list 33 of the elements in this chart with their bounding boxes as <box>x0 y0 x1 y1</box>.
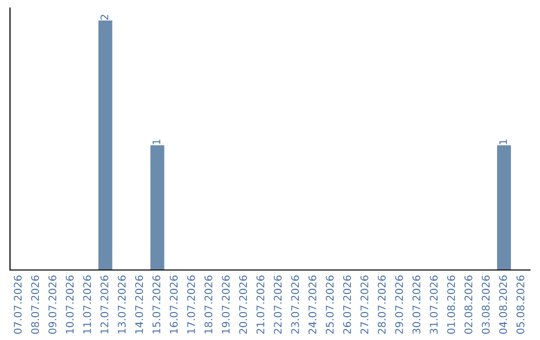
x-tick-label: 23.07.2026 <box>291 276 300 334</box>
x-tick-label: 21.07.2026 <box>256 276 264 334</box>
x-tick-label: 29.07.2026 <box>395 276 404 334</box>
x-tick-label: 13.07.2026 <box>118 276 126 334</box>
x-tick-label: 17.07.2026 <box>187 276 196 334</box>
x-tick-label: 14.07.2026 <box>135 276 144 334</box>
x-tick-label: 28.07.2026 <box>378 276 386 334</box>
x-tick-label: 07.07.2026 <box>14 276 22 334</box>
data-label: 1 <box>499 140 507 144</box>
x-tick-label: 12.07.2026 <box>100 276 108 334</box>
x-tick-label: 04.08.2026 <box>499 276 508 334</box>
x-tick-label: 30.07.2026 <box>412 276 420 334</box>
x-tick-label: 15.07.2026 <box>152 276 160 334</box>
x-tick-label: 09.07.2026 <box>48 276 56 334</box>
x-tick-label: 11.07.2026 <box>83 276 92 334</box>
x-tick-label: 31.07.2026 <box>430 276 438 334</box>
x-tick-label: 03.08.2026 <box>482 276 490 334</box>
x-tick-label: 01.08.2026 <box>447 276 456 334</box>
x-tick-label: 20.07.2026 <box>239 276 248 334</box>
data-label: 2 <box>100 14 108 20</box>
x-tick-label: 02.08.2026 <box>464 276 472 334</box>
x-tick-label: 18.07.2026 <box>204 276 212 334</box>
x-tick-label: 16.07.2026 <box>170 276 178 334</box>
x-tick-label: 05.08.2026 <box>516 276 524 334</box>
x-tick-label: 08.07.2026 <box>31 276 40 334</box>
x-tick-label: 24.07.2026 <box>308 276 316 334</box>
x-tick-label: 27.07.2026 <box>360 276 368 334</box>
x-tick-label: 10.07.2026 <box>66 276 74 334</box>
data-label: 1 <box>152 140 160 144</box>
x-tick-label: 19.07.2026 <box>222 276 230 334</box>
x-tick-label: 26.07.2026 <box>343 276 352 334</box>
x-tick-label: 25.07.2026 <box>326 276 334 334</box>
x-tick-label: 22.07.2026 <box>274 276 282 334</box>
